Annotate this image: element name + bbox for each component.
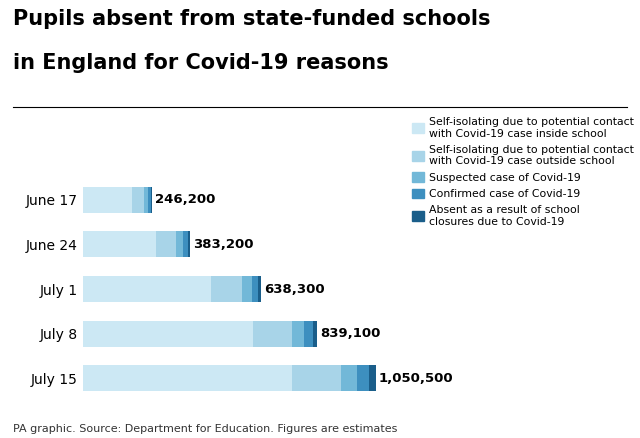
Bar [148,187,151,213]
Bar [357,365,369,391]
Legend: Self-isolating due to potential contact
with Covid-19 case inside school, Self-i: Self-isolating due to potential contact … [412,117,634,227]
Text: in England for Covid-19 reasons: in England for Covid-19 reasons [13,53,388,73]
Text: 839,100: 839,100 [320,327,380,340]
Text: PA graphic. Source: Department for Education. Figures are estimates: PA graphic. Source: Department for Educa… [13,424,397,434]
Bar [83,321,253,347]
Bar [83,365,292,391]
Text: 638,300: 638,300 [264,283,324,296]
Text: Pupils absent from state-funded schools: Pupils absent from state-funded schools [13,9,490,29]
Bar [143,187,148,213]
Bar [292,365,340,391]
Bar [83,276,211,302]
Bar [83,187,132,213]
Bar [151,187,152,213]
Bar [253,321,292,347]
Bar [258,276,261,302]
Bar [83,231,156,258]
Bar [184,231,188,258]
Bar [211,276,242,302]
Bar [132,187,143,213]
Bar [177,231,184,258]
Bar [252,276,258,302]
Bar [313,321,317,347]
Bar [369,365,376,391]
Bar [305,321,313,347]
Bar [156,231,177,258]
Text: 383,200: 383,200 [193,238,253,251]
Bar [292,321,305,347]
Text: 246,200: 246,200 [155,193,216,206]
Bar [188,231,190,258]
Bar [242,276,252,302]
Text: 1,050,500: 1,050,500 [379,372,454,385]
Bar [340,365,357,391]
